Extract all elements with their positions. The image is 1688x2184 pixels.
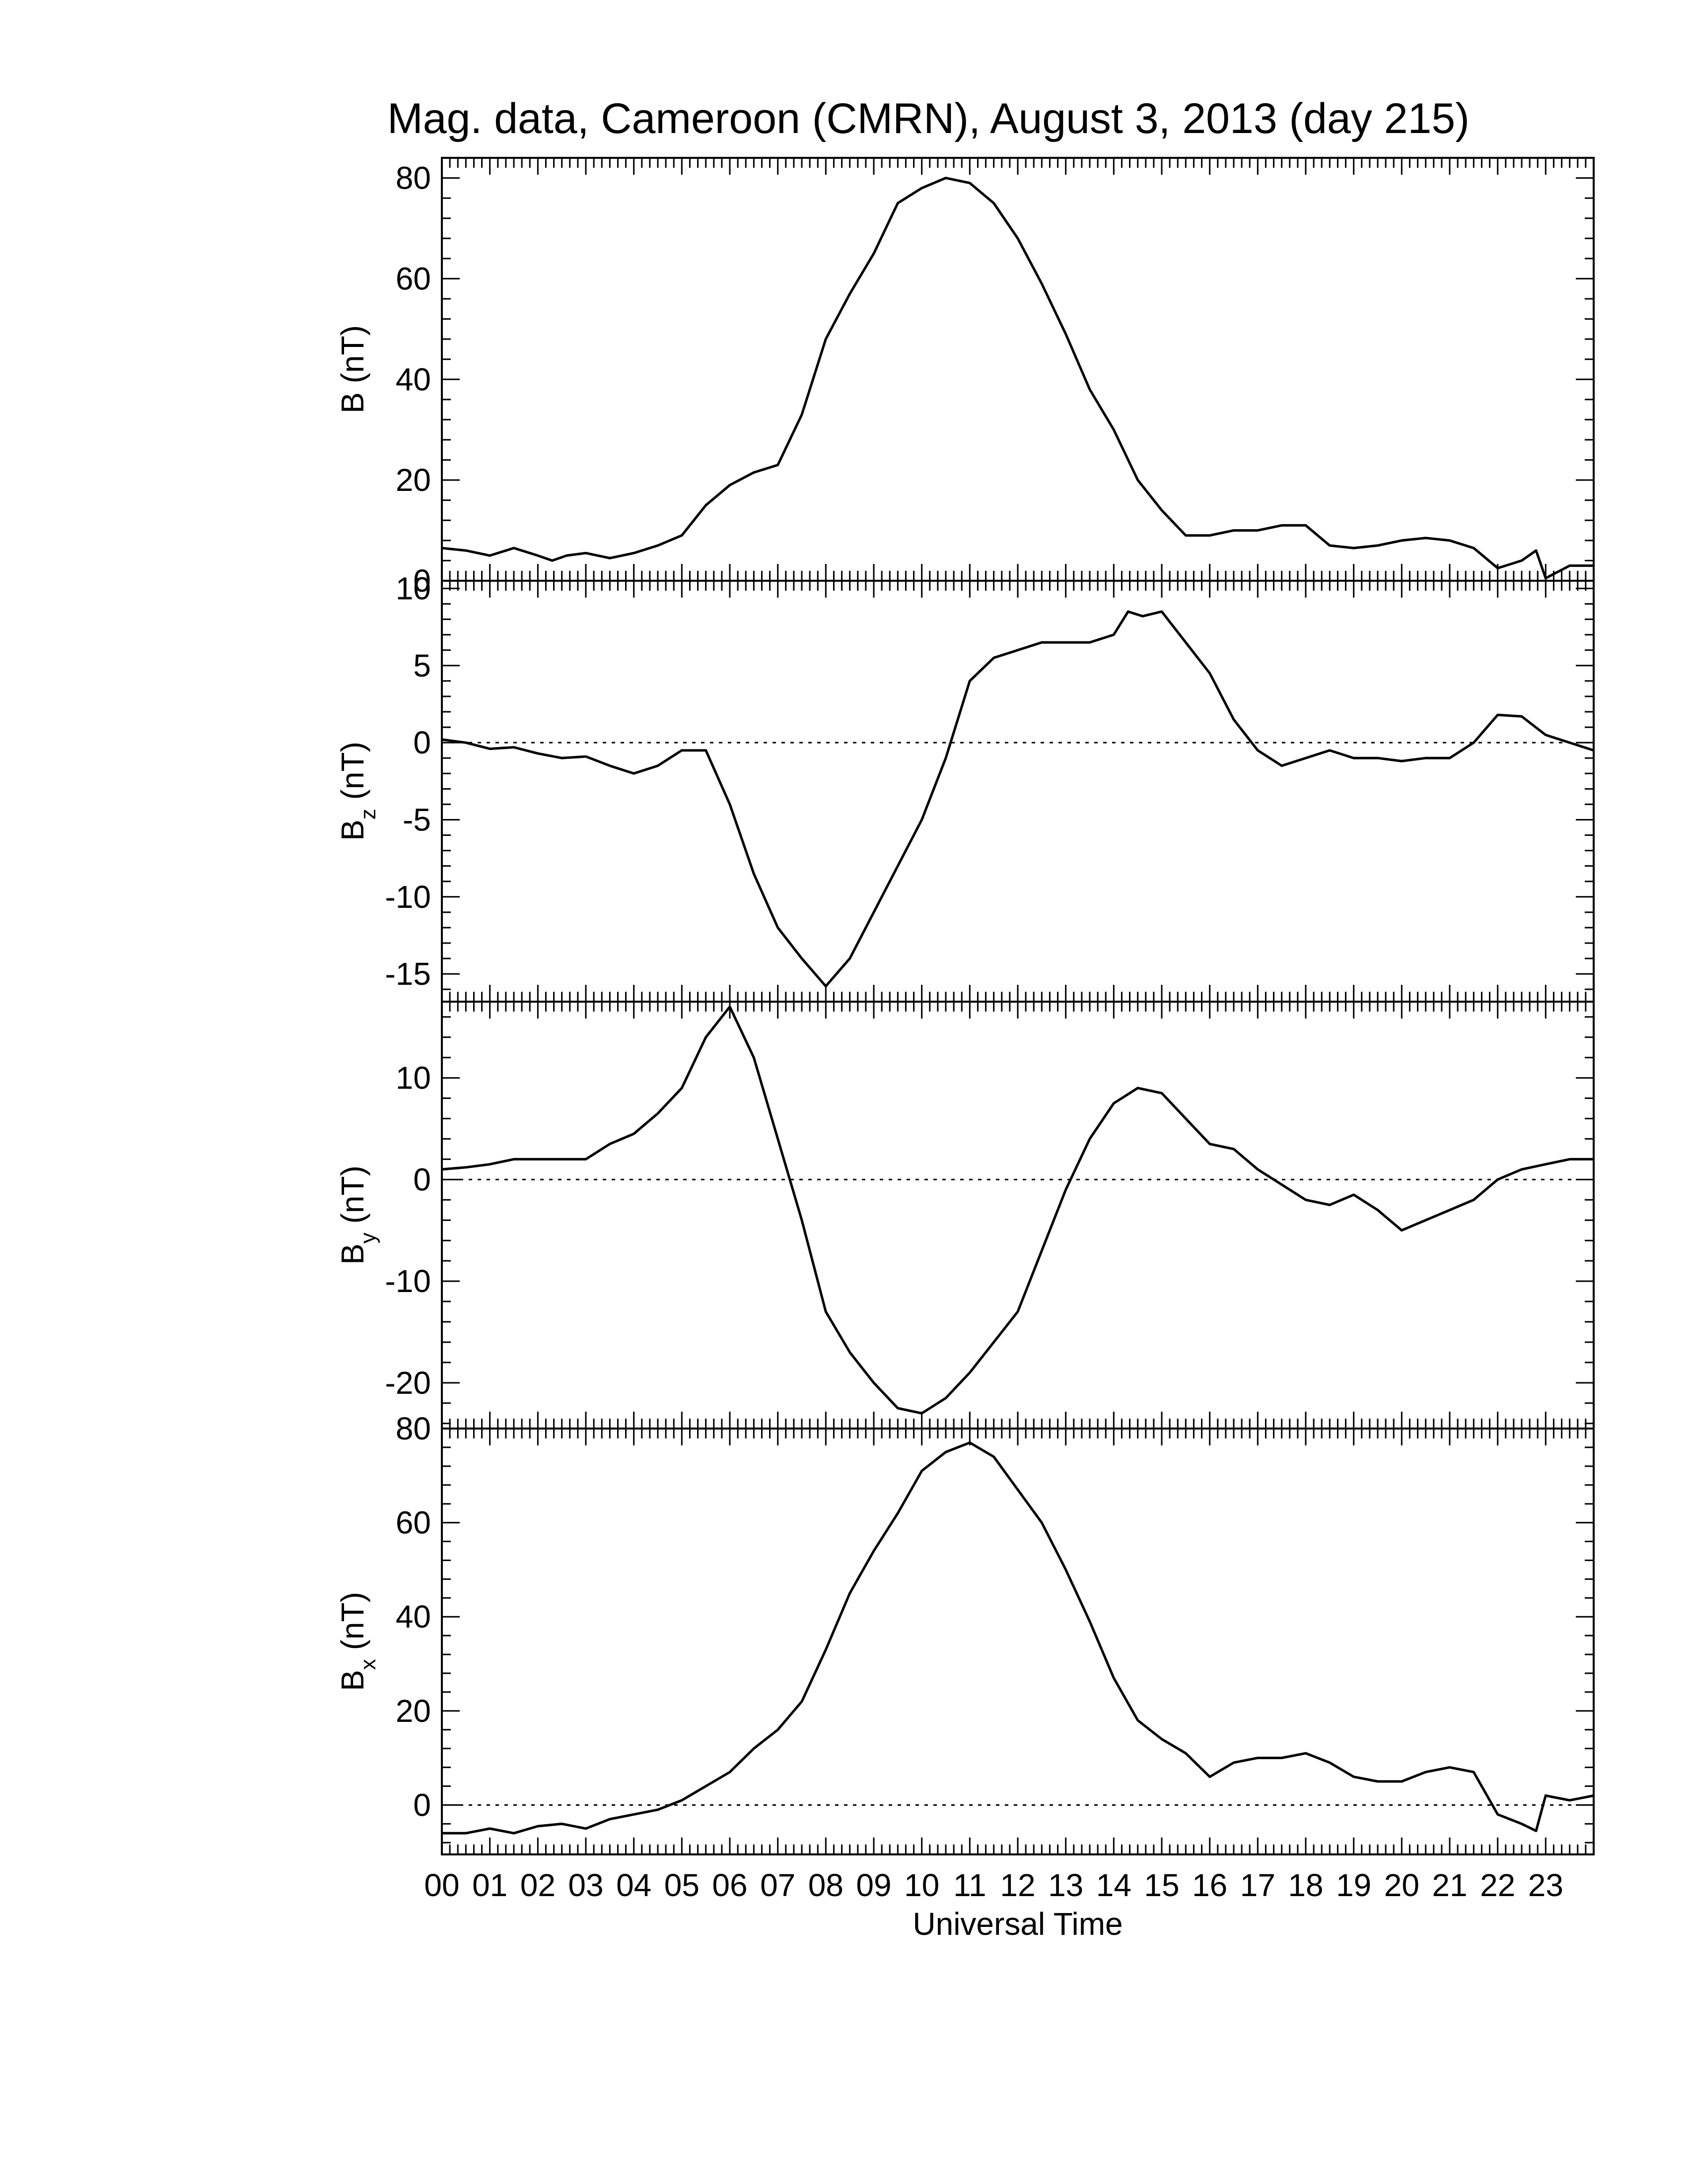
x-tick-label: 19	[1336, 1867, 1371, 1903]
x-tick-label: 01	[472, 1867, 507, 1903]
panel-4: 0 20 40 60 80 Bx (nT)	[335, 1411, 1595, 1855]
x-tick-label: 08	[808, 1867, 844, 1903]
series-line	[441, 610, 1594, 988]
y-axis-title-main: B (nT)	[335, 325, 370, 413]
x-tick-label: 13	[1048, 1867, 1083, 1903]
panel-frame	[441, 580, 1595, 1003]
y-axis-title-main: B	[335, 819, 370, 841]
y-tick-label: 60	[396, 261, 431, 296]
x-axis-title: Universal Time	[913, 1906, 1123, 1942]
x-tick-label: 05	[664, 1867, 700, 1903]
y-tick-label: -15	[385, 956, 431, 992]
x-tick-label: 07	[760, 1867, 795, 1903]
y-axis-title-unit: (nT)	[335, 1592, 370, 1659]
y-tick-label: 20	[396, 1693, 431, 1729]
x-tick-label: 09	[856, 1867, 891, 1903]
x-tick-label: 11	[953, 1867, 986, 1903]
panels-group: 0 20 40 60 80 B (nT) -15 -10 -5 0 5 10 Bz (nT) -20 -10…	[335, 157, 1595, 1855]
panel-2: -15 -10 -5 0 5 10 Bz (nT)	[335, 571, 1595, 1003]
panel-frame	[441, 1001, 1595, 1430]
x-tick-label: 02	[520, 1867, 556, 1903]
x-tick-labels: 00 01 02 03 04 05 06 07 08 09 10 11 12 13 14 15 16 17 18 19…	[424, 1867, 1563, 1903]
series-line	[441, 177, 1594, 580]
x-tick-label: 18	[1288, 1867, 1323, 1903]
y-tick-label: -5	[403, 802, 431, 837]
x-tick-label: 06	[712, 1867, 747, 1903]
series-line	[442, 1441, 1594, 1835]
y-axis-title-unit: (nT)	[335, 1165, 370, 1232]
y-axis-title: By (nT)	[335, 1165, 380, 1265]
x-tick-label: 23	[1528, 1867, 1563, 1903]
y-tick-label: 0	[413, 725, 431, 760]
y-tick-label: 5	[413, 648, 431, 683]
x-tick-label: 15	[1144, 1867, 1179, 1903]
y-axis-title-main: B	[335, 1243, 370, 1265]
y-tick-label: 10	[396, 571, 431, 607]
x-tick-label: 22	[1480, 1867, 1515, 1903]
panel-frame	[441, 157, 1595, 582]
x-tick-label: 00	[424, 1867, 459, 1903]
y-tick-label: 80	[396, 1411, 431, 1446]
chart-title: Mag. data, Cameroon (CMRN), August 3, 20…	[387, 95, 1470, 142]
y-tick-label: 60	[396, 1505, 431, 1541]
y-tick-label: 10	[396, 1060, 431, 1096]
y-tick-label: -10	[385, 1263, 431, 1299]
x-tick-label: 17	[1240, 1867, 1275, 1903]
y-tick-label: 40	[396, 1599, 431, 1635]
y-axis-title-main: B	[335, 1670, 370, 1691]
panel-1: 0 20 40 60 80 B (nT)	[335, 157, 1595, 599]
x-tick-label: 10	[904, 1867, 939, 1903]
y-tick-label: -20	[385, 1365, 431, 1401]
x-tick-label: 14	[1096, 1867, 1131, 1903]
series-line	[441, 1005, 1594, 1415]
x-tick-label: 12	[1000, 1867, 1035, 1903]
x-tick-label: 21	[1432, 1867, 1467, 1903]
y-tick-label: 0	[413, 1161, 431, 1197]
y-axis-title-subscript: x	[356, 1659, 380, 1670]
y-tick-label: 0	[413, 1787, 431, 1823]
y-tick-label: 20	[396, 462, 431, 498]
y-tick-label: 80	[396, 160, 431, 196]
y-axis-title: B (nT)	[335, 325, 370, 413]
x-tick-label: 04	[616, 1867, 651, 1903]
y-axis-title: Bz (nT)	[335, 742, 380, 841]
y-tick-label: 0	[413, 563, 431, 599]
panel-3: -20 -10 0 10 By (nT)	[335, 1001, 1595, 1430]
y-tick-label: 40	[396, 361, 431, 397]
x-tick-label: 03	[568, 1867, 603, 1903]
y-axis-title-subscript: y	[356, 1232, 380, 1243]
x-tick-label: 20	[1384, 1867, 1419, 1903]
y-axis-title: Bx (nT)	[335, 1592, 380, 1691]
y-axis-title-unit: (nT)	[335, 742, 370, 809]
x-tick-label: 16	[1192, 1867, 1227, 1903]
y-tick-label: -10	[385, 879, 431, 915]
panel-frame	[441, 1428, 1595, 1855]
y-axis-title-subscript: z	[356, 809, 380, 819]
